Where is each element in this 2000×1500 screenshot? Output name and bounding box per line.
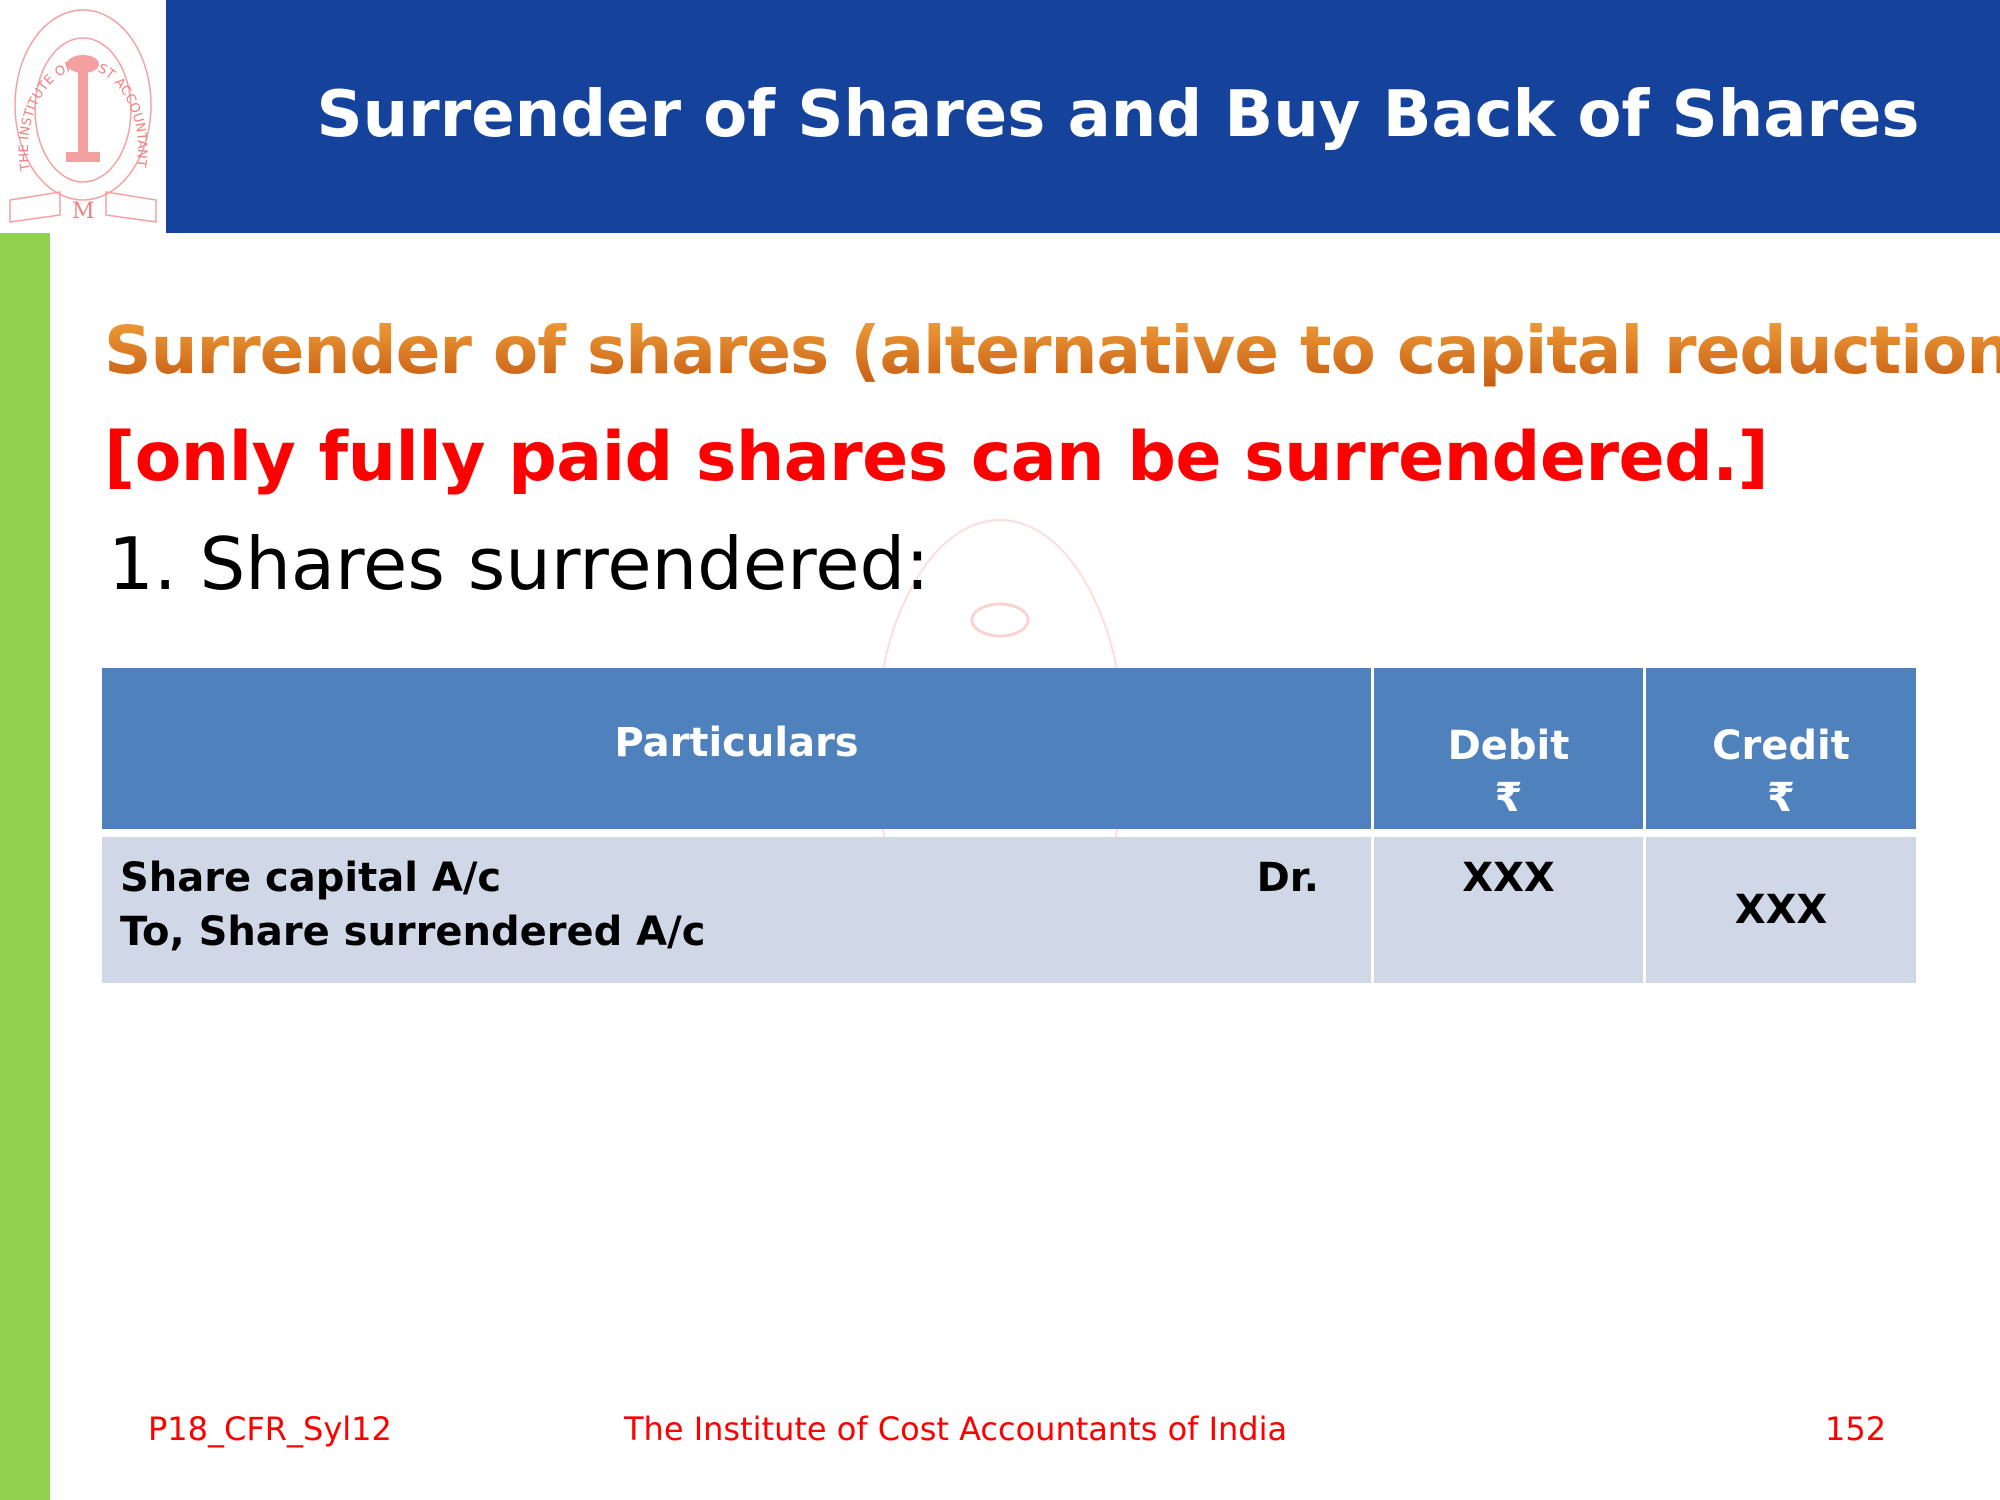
step-text: 1. Shares surrendered: (108, 522, 930, 606)
journal-table: Particulars Debit ₹ Credit ₹ Share capit… (102, 668, 1916, 983)
credit-account: To, Share surrendered A/c (120, 909, 706, 955)
section-heading: Surrender of shares (alternative to capi… (104, 312, 2000, 389)
footer-institute: The Institute of Cost Accountants of Ind… (624, 1410, 1288, 1448)
footer-code: P18_CFR_Syl12 (148, 1410, 392, 1448)
note-text: [only fully paid shares can be surrender… (104, 418, 1769, 497)
debit-amount: XXX (1462, 855, 1555, 901)
debit-account: Share capital A/c (120, 855, 502, 901)
rupee-symbol: ₹ (1767, 775, 1795, 821)
table-row: Share capital A/c To, Share surrendered … (102, 837, 1371, 983)
header-label: Particulars (614, 720, 859, 766)
accent-bar (0, 233, 50, 1500)
credit-amount: XXX (1734, 887, 1828, 933)
debit-cell: XXX (1374, 837, 1643, 983)
svg-text:M: M (72, 199, 95, 224)
header-particulars: Particulars (102, 668, 1371, 829)
slide-header: Surrender of Shares and Buy Back of Shar… (166, 0, 2000, 233)
header-debit: Debit ₹ (1374, 668, 1643, 829)
rupee-symbol: ₹ (1494, 775, 1523, 821)
header-label: Debit (1447, 723, 1570, 769)
header-credit: Credit ₹ (1646, 668, 1916, 829)
credit-cell: XXX (1646, 837, 1916, 983)
page-number: 152 (1825, 1410, 1887, 1448)
slide-title: Surrender of Shares and Buy Back of Shar… (316, 78, 1920, 152)
svg-text:THE INSTITUTE OF COST ACCOUNTA: THE INSTITUTE OF COST ACCOUNTANTS OF IND… (0, 0, 149, 173)
header-label: Credit (1712, 723, 1850, 769)
institute-logo: THE INSTITUTE OF COST ACCOUNTANTS OF IND… (0, 0, 157, 224)
dr-marker: Dr. (1256, 855, 1319, 901)
